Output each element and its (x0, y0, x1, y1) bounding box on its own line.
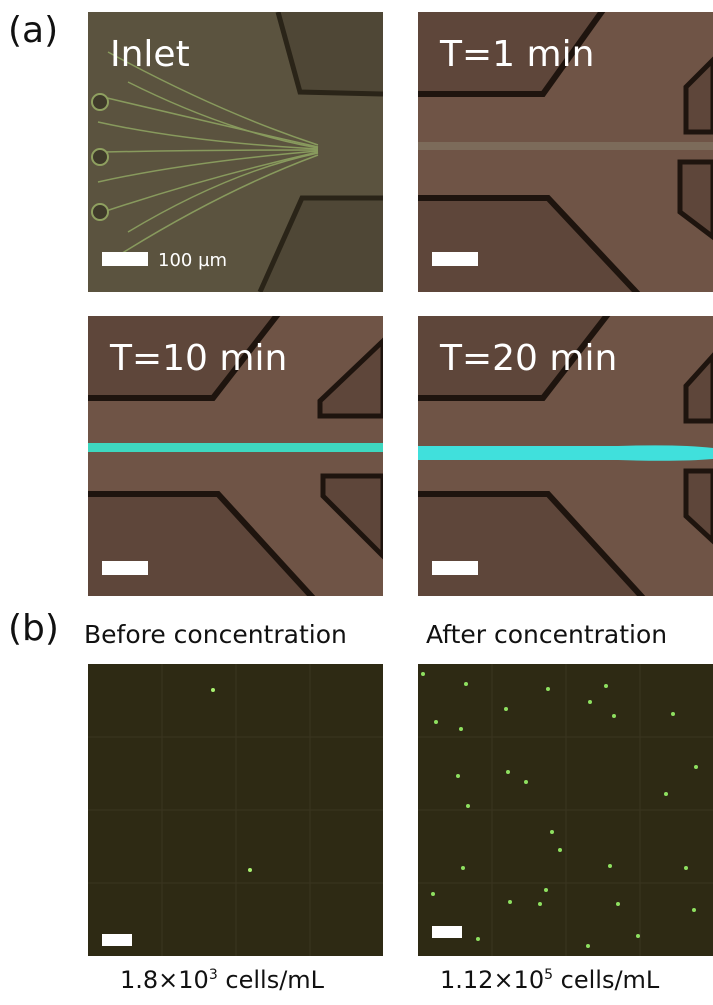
image-title: After concentration (426, 620, 667, 649)
fluorescence-art (88, 664, 383, 956)
concentration-caption: 1.12×105 cells/mL (440, 966, 659, 994)
caption-exponent: 3 (209, 967, 218, 983)
page: (a) Inlet 100 µm T=1 min T=10 min T=20 m… (0, 0, 713, 1005)
micrograph: T=10 min (88, 316, 383, 596)
scale-bar-label: 100 µm (158, 250, 227, 271)
caption-unit: cells/mL (225, 966, 324, 994)
fluorescence-art (418, 664, 713, 956)
image-title: Before concentration (84, 620, 347, 649)
micrograph: T=20 min (418, 316, 713, 596)
panel-label: (a) (8, 10, 58, 51)
caption-base: 1.8×10 (120, 966, 209, 994)
caption-base: 1.12×10 (440, 966, 544, 994)
micrograph: T=1 min (418, 12, 713, 292)
micrograph: Inlet 100 µm (88, 12, 383, 292)
image-label: T=10 min (110, 338, 287, 379)
caption-exponent: 5 (544, 967, 553, 983)
image-label: T=20 min (440, 338, 617, 379)
fluorescence-image (88, 664, 383, 956)
image-label: T=1 min (440, 34, 594, 75)
caption-unit: cells/mL (561, 966, 660, 994)
fluorescence-image (418, 664, 713, 956)
panel-label: (b) (8, 608, 59, 649)
concentration-caption: 1.8×103 cells/mL (120, 966, 324, 994)
image-label: Inlet (110, 34, 190, 75)
